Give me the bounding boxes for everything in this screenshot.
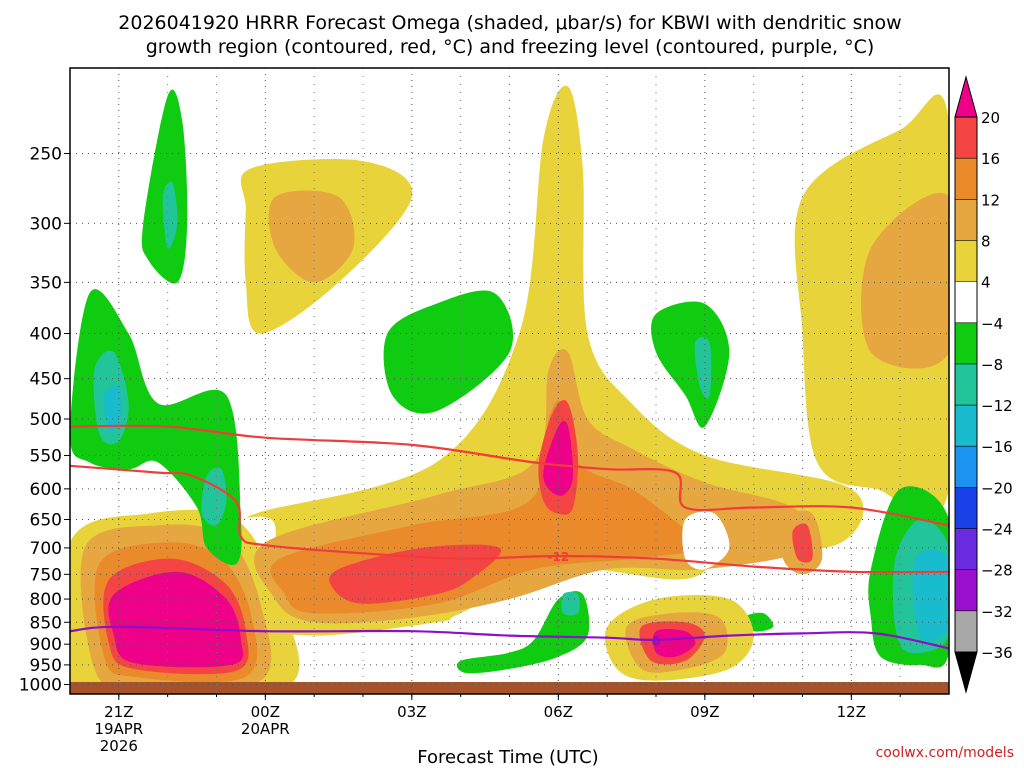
x-tick-sublabel: 2026 — [100, 737, 138, 755]
omega-region-lightorange — [268, 190, 355, 283]
plot-area: -12 0 — [70, 68, 949, 694]
colorbar-label: −20 — [981, 479, 1013, 497]
y-tick-label: 800 — [30, 590, 62, 610]
colorbar-swatch-violet — [955, 528, 977, 571]
y-tick-label: 250 — [30, 144, 62, 164]
colorbar-label: 12 — [981, 191, 1000, 209]
colorbar-label: −12 — [981, 397, 1013, 415]
ground-strip — [70, 682, 949, 694]
colorbar-label: −16 — [981, 438, 1013, 456]
y-tick-label: 350 — [30, 273, 62, 293]
colorbar-swatch-skyblue — [955, 446, 977, 488]
y-tick-label: 450 — [30, 370, 62, 390]
y-tick-label: 500 — [30, 410, 62, 430]
x-tick-label: 06Z — [544, 703, 573, 721]
colorbar-swatch-green — [955, 322, 977, 365]
x-tick-sublabel: 19APR — [94, 720, 143, 738]
colorbar-label: −4 — [981, 315, 1003, 333]
colorbar-label: 4 — [981, 274, 991, 292]
colorbar-label: 8 — [981, 232, 991, 250]
colorbar-swatch-purple — [955, 569, 977, 612]
y-tick-label: 850 — [30, 613, 62, 633]
colorbar-label: −36 — [981, 644, 1013, 662]
x-tick-label: 03Z — [397, 703, 426, 721]
colorbar-swatch-gray — [955, 610, 977, 653]
y-tick-label: 1000 — [19, 676, 62, 696]
x-tick-sublabel: 20APR — [241, 720, 290, 738]
chart-title-line1: 2026041920 HRRR Forecast Omega (shaded, … — [118, 12, 901, 34]
credit-text[interactable]: coolwx.com/models — [876, 745, 1014, 761]
omega-region-teal — [694, 336, 712, 399]
colorbar-label: 20 — [981, 109, 1000, 127]
colorbar-label: 16 — [981, 150, 1000, 168]
omega-region-white — [682, 511, 730, 570]
omega-region-lightorange — [861, 192, 949, 369]
x-axis-title: Forecast Time (UTC) — [417, 747, 598, 768]
colorbar-label: −24 — [981, 521, 1013, 539]
colorbar-label: −8 — [981, 356, 1003, 374]
y-tick-label: 650 — [30, 511, 62, 531]
contour-label: -12 — [547, 550, 569, 564]
y-tick-label: 600 — [30, 480, 62, 500]
y-tick-label: 300 — [30, 214, 62, 234]
omega-region-teal — [162, 181, 178, 249]
colorbar-swatch-red — [955, 117, 977, 159]
colorbar-swatch-teal — [955, 363, 977, 406]
x-tick-label: 21Z — [104, 703, 133, 721]
colorbar: 20 16 12 8 4 −4 −8 −12 −16 −20 −24 −28 −32 −36 — [954, 75, 1013, 694]
colorbar-swatch-orange — [955, 158, 977, 200]
colorbar-swatch-cyan — [955, 405, 977, 447]
colorbar-label: −32 — [981, 603, 1013, 621]
colorbar-swatch-yellow — [955, 240, 977, 283]
chart-title-line2: growth region (contoured, red, °C) and f… — [146, 36, 875, 58]
contour-line — [70, 625, 949, 650]
colorbar-swatch-lightorange — [955, 199, 977, 241]
omega-region-green — [141, 89, 188, 284]
omega-region-cyan — [912, 549, 949, 642]
x-tick-label: 12Z — [837, 703, 866, 721]
omega-region-teal — [561, 591, 580, 616]
colorbar-bottom-arrow — [954, 651, 978, 694]
omega-region-cyan — [103, 385, 123, 432]
colorbar-swatch-white — [955, 281, 977, 324]
y-tick-label: 950 — [30, 656, 62, 676]
plot-content: -12 0 — [70, 68, 949, 694]
y-tick-label: 400 — [30, 325, 62, 345]
axes: 2503003504004505005506006507007508008509… — [19, 67, 950, 755]
x-tick-label: 09Z — [690, 703, 719, 721]
y-tick-label: 900 — [30, 635, 62, 655]
omega-region-magenta — [108, 571, 244, 668]
y-tick-label: 750 — [30, 565, 62, 585]
colorbar-top-arrow — [954, 75, 978, 118]
omega-region-green — [456, 591, 590, 674]
y-tick-label: 550 — [30, 447, 62, 467]
colorbar-label: −28 — [981, 562, 1013, 580]
contour-line — [70, 424, 949, 527]
colorbar-swatch-blue — [955, 487, 977, 530]
contour-label: 0 — [652, 634, 660, 648]
omega-region-green — [383, 290, 514, 414]
y-tick-label: 700 — [30, 539, 62, 559]
omega-region-red — [792, 523, 813, 563]
contour-line — [70, 464, 949, 574]
omega-region-magenta — [652, 628, 696, 658]
x-tick-label: 00Z — [251, 703, 280, 721]
